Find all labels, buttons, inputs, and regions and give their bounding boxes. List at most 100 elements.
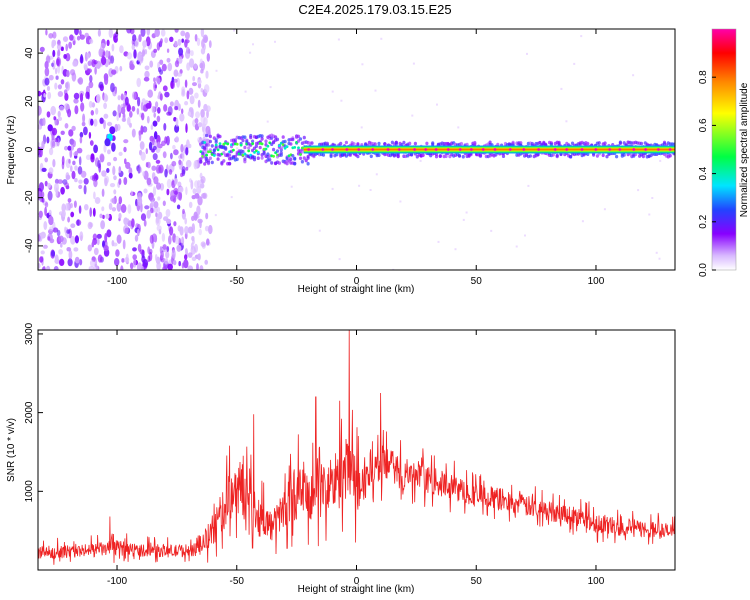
- spectrogram-noise-cell: [152, 186, 157, 197]
- spectrogram-noise-cell: [64, 226, 67, 233]
- spectrogram-noise-cell: [206, 105, 211, 112]
- spectrogram-noise-cell: [107, 121, 113, 127]
- spectrogram-noise-cell: [184, 254, 188, 260]
- spectrogram-noise-cell: [127, 204, 132, 214]
- spectrogram-carrier-peak: [553, 148, 557, 151]
- spectrogram-noise-cell: [101, 56, 107, 66]
- spectrogram-band-cell: [256, 156, 260, 160]
- spectrogram-carrier-peak: [446, 148, 450, 151]
- spectrogram-noise-cell: [89, 75, 93, 83]
- spectrogram-noise-cell: [194, 92, 199, 99]
- spectrogram-band-cell: [260, 156, 264, 160]
- spectrogram-band-cell: [618, 141, 623, 145]
- spectrogram-band-cell: [639, 141, 644, 146]
- spectrogram-noise-cell: [146, 115, 150, 124]
- spectrogram-noise-cell: [411, 114, 414, 117]
- spectrogram-carrier-peak: [470, 148, 473, 151]
- spectrogram-noise-cell: [82, 113, 86, 124]
- spectrogram-noise-cell: [181, 86, 186, 94]
- spectrogram-carrier-peak: [594, 148, 598, 151]
- spectrogram-noise-cell: [159, 69, 164, 75]
- spectrogram-noise-cell: [236, 147, 239, 150]
- spectrogram-noise-cell: [46, 86, 51, 91]
- spectrogram-noise-cell: [148, 141, 153, 151]
- spectrogram-band-cell: [264, 147, 268, 151]
- spectrogram-noise-cell: [338, 258, 341, 261]
- spectrogram-noise-cell: [419, 159, 422, 162]
- spectrogram-noise-cell: [197, 196, 203, 206]
- spectrogram-noise-cell: [205, 212, 209, 220]
- spectrogram-noise-cell: [89, 207, 92, 218]
- spectrogram-noise-cell: [187, 252, 193, 258]
- spectrogram-noise-cell: [165, 209, 171, 217]
- spectrogram-noise-cell: [41, 197, 45, 203]
- spectrogram-band-cell: [622, 153, 626, 157]
- spectrogram-noise-cell: [134, 234, 139, 242]
- spectrogram-band-cell: [413, 141, 417, 146]
- spectrogram-noise-cell: [106, 229, 112, 238]
- snr-x-tick-label: 50: [471, 576, 483, 587]
- spectrogram-noise-cell: [581, 220, 584, 223]
- spectrogram-noise-cell: [187, 111, 191, 116]
- spectrogram-noise-cell: [64, 145, 68, 151]
- spectrogram-noise-cell: [157, 141, 161, 148]
- spectrogram-noise-cell: [151, 105, 155, 114]
- spectrogram-noise-cell: [380, 37, 383, 40]
- spectrogram-noise-cell: [173, 78, 178, 83]
- spectrogram-noise-cell: [648, 213, 651, 216]
- spectrogram-noise-cell: [149, 197, 156, 203]
- spectrogram-noise-cell: [42, 117, 46, 127]
- spectrogram-noise-cell: [603, 208, 606, 211]
- spectrogram-noise-cell: [108, 202, 113, 210]
- spectrogram-noise-cell: [38, 262, 41, 269]
- spectrogram-noise-cell: [185, 123, 188, 133]
- spectrogram-noise-cell: [137, 243, 142, 252]
- spectrogram-noise-cell: [76, 35, 81, 41]
- spectrogram-band-cell: [285, 161, 289, 166]
- spectrogram-noise-cell: [136, 228, 140, 237]
- spectrogram-band-cell: [256, 150, 260, 154]
- spectrogram-noise-cell: [85, 91, 90, 99]
- spectrogram-noise-cell: [191, 235, 195, 242]
- spectrogram-noise-cell: [196, 205, 201, 216]
- spectrogram-noise-cell: [173, 149, 179, 156]
- spectrogram-noise-cell: [153, 48, 158, 53]
- spectrogram-band-cell: [615, 154, 619, 159]
- spectrogram-noise-cell: [69, 34, 74, 41]
- spectrogram-band-cell: [279, 151, 283, 155]
- spectrogram-noise-cell: [48, 167, 54, 175]
- spectrogram-band-cell: [293, 157, 297, 161]
- spectrogram-noise-cell: [120, 204, 127, 213]
- spectrogram-noise-cell: [196, 263, 199, 270]
- spectrogram-noise-cell: [457, 126, 460, 129]
- spectrogram-noise-cell: [57, 179, 63, 184]
- spectrogram-noise-cell: [101, 188, 105, 197]
- spectrogram-noise-cell: [318, 229, 321, 232]
- spectrogram-noise-cell: [180, 172, 184, 178]
- spectrogram-carrier-peak: [397, 148, 401, 151]
- spectrogram-noise-cell: [194, 34, 198, 42]
- spectrogram-band-cell: [306, 161, 310, 166]
- spectrogram-noise-cell: [118, 196, 123, 205]
- spectrogram-noise-cell: [144, 205, 150, 210]
- spectrogram-noise-cell: [121, 258, 125, 263]
- spectrogram-noise-cell: [157, 77, 161, 85]
- spectrogram-noise-cell: [141, 49, 146, 57]
- spectrogram-noise-cell: [230, 196, 233, 199]
- spectrogram-noise-cell: [157, 107, 161, 114]
- spectrogram-noise-cell: [57, 116, 63, 122]
- spectrogram-band-cell: [275, 149, 280, 153]
- spectrogram-noise-cell: [184, 101, 189, 106]
- spectrogram-band-cell: [459, 141, 463, 146]
- spectrogram-noise-cell: [56, 57, 62, 67]
- spectrogram-noise-cell: [200, 29, 205, 38]
- spectrogram-noise-cell: [88, 100, 93, 108]
- spectrogram-noise-cell: [573, 62, 576, 65]
- spectrogram-noise-cell: [659, 159, 662, 162]
- spectrogram-noise-cell: [80, 102, 85, 112]
- spectrogram-band-cell: [300, 149, 304, 154]
- spectrogram-noise-cell: [113, 189, 117, 195]
- spectrogram-band-cell: [373, 142, 377, 146]
- spectrogram-noise-cell: [52, 159, 56, 168]
- snr-y-tick-label: 1000: [24, 480, 35, 503]
